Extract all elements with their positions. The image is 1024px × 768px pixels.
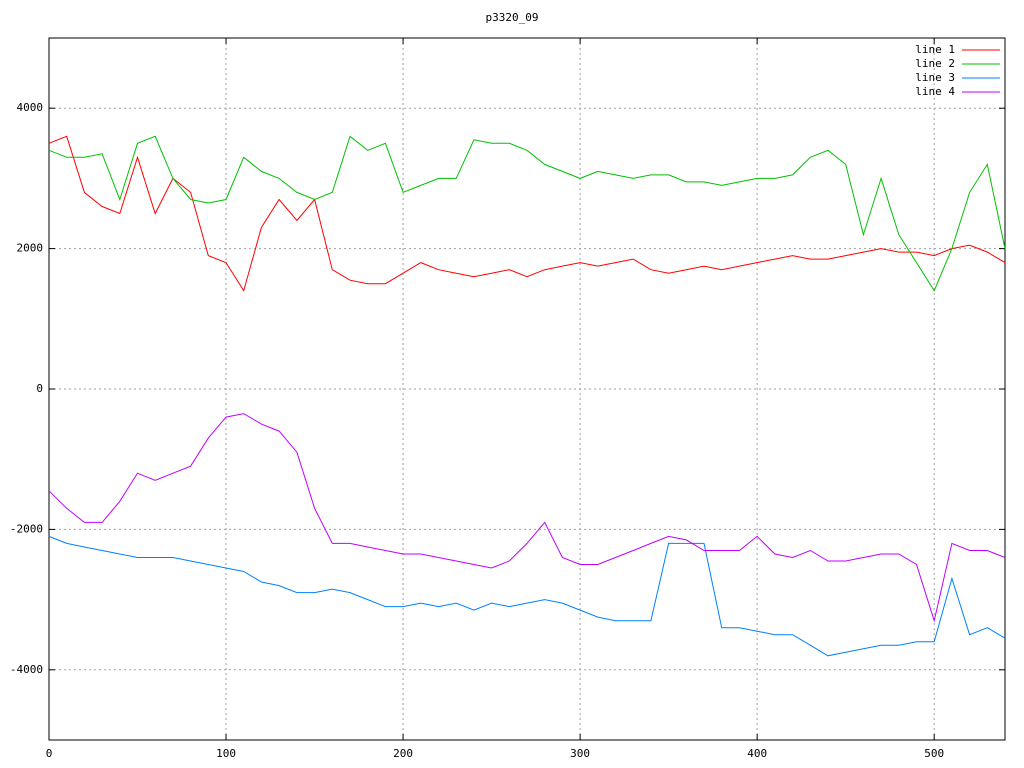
y-tick-label: -4000 <box>10 663 43 676</box>
legend-label: line 3 <box>915 71 955 84</box>
legend-label: line 2 <box>915 57 955 70</box>
data-line <box>48 135 1006 292</box>
data-line <box>48 135 1006 292</box>
y-tick-label: 2000 <box>17 242 44 255</box>
legend-label: line 1 <box>915 43 955 56</box>
x-tick-label: 0 <box>46 747 53 760</box>
chart-title: p3320_09 <box>486 11 539 24</box>
y-tick-label: -2000 <box>10 522 43 535</box>
x-tick-label: 200 <box>393 747 413 760</box>
data-line <box>48 413 1006 623</box>
data-line <box>48 535 1006 657</box>
x-tick-label: 100 <box>216 747 236 760</box>
x-tick-label: 300 <box>570 747 590 760</box>
y-tick-label: 4000 <box>17 101 44 114</box>
x-tick-label: 400 <box>747 747 767 760</box>
x-tick-label: 500 <box>924 747 944 760</box>
plot-border <box>48 37 1006 741</box>
y-tick-label: 0 <box>36 382 43 395</box>
legend-label: line 4 <box>915 85 955 98</box>
